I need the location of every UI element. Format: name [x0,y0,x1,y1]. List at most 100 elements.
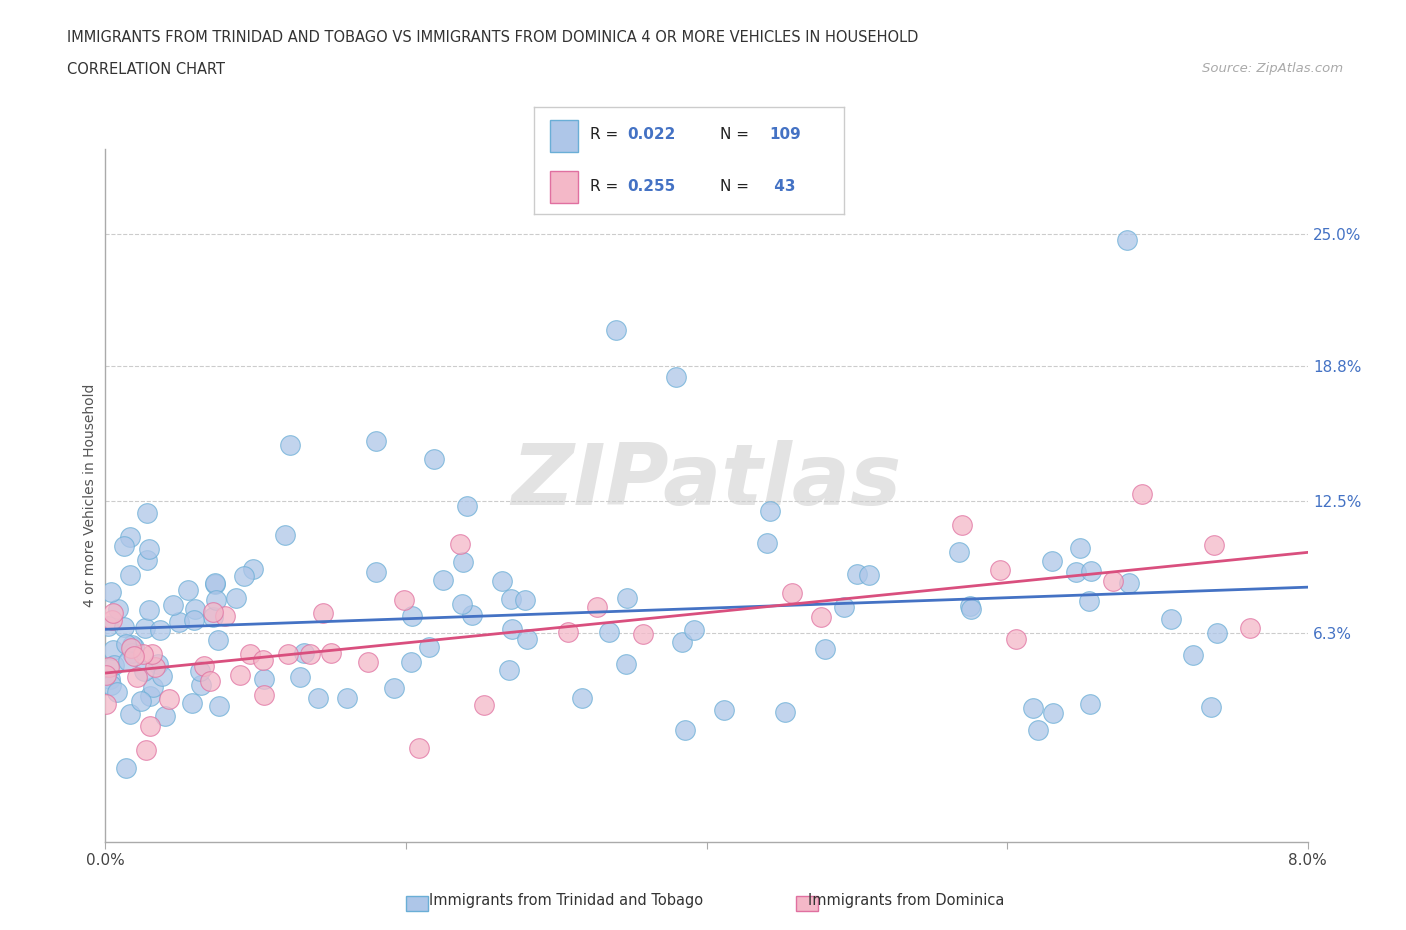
Point [499,592,522,607]
Point [176,583,198,598]
Point [616,591,638,605]
Text: CORRELATION CHART: CORRELATION CHART [67,62,225,77]
Point [149,623,172,638]
Point [97,659,120,674]
Text: 109: 109 [769,127,801,142]
Point [100,678,122,693]
Point [143,659,166,674]
Point [253,671,276,686]
Point [208,698,231,713]
Point [274,527,297,542]
Point [598,624,620,639]
Point [948,544,970,559]
Point [366,565,388,579]
Text: Immigrants from Trinidad and Tobago: Immigrants from Trinidad and Tobago [429,893,703,908]
Point [673,723,696,737]
Point [139,719,162,734]
Point [665,369,688,384]
Point [364,433,387,448]
Point [202,609,225,624]
Point [150,669,173,684]
Point [112,538,135,553]
Point [96,697,118,711]
Point [408,740,430,755]
Point [1040,553,1063,568]
Point [1042,706,1064,721]
Point [432,573,454,588]
Point [299,646,322,661]
Text: ZIPatlas: ZIPatlas [512,440,901,523]
Point [229,668,252,683]
Point [1026,723,1049,737]
Point [1064,565,1087,579]
Point [183,612,205,627]
Point [193,658,215,673]
Point [103,658,125,672]
Point [277,646,299,661]
Point [125,669,148,684]
Point [290,670,312,684]
Point [107,602,129,617]
Text: Immigrants from Dominica: Immigrants from Dominica [808,893,1005,908]
Point [382,680,405,695]
Point [252,687,274,702]
Point [1080,564,1102,578]
Point [759,503,782,518]
Point [101,613,124,628]
Point [142,680,165,695]
Text: 43: 43 [769,179,796,193]
Text: 0.022: 0.022 [627,127,675,142]
Point [204,576,226,591]
Text: 0.255: 0.255 [627,179,675,193]
Point [1160,612,1182,627]
Point [96,667,118,682]
Text: R =: R = [591,179,623,193]
Point [1004,631,1026,646]
Point [491,573,513,588]
Point [1181,648,1204,663]
Point [307,690,329,705]
Text: R =: R = [591,127,623,142]
Point [616,657,638,671]
Point [1130,486,1153,501]
Point [1118,576,1140,591]
Point [782,585,804,600]
Point [423,451,446,466]
Point [950,517,973,532]
Point [605,323,627,338]
Point [336,690,359,705]
Point [153,709,176,724]
Point [451,597,474,612]
Point [755,536,778,551]
Point [136,552,159,567]
Point [207,632,229,647]
Point [557,624,579,639]
Point [498,662,520,677]
Point [122,640,145,655]
Point [132,664,155,679]
Point [118,529,141,544]
Point [832,600,855,615]
Point [671,634,693,649]
Point [97,618,120,633]
Point [131,694,153,709]
Point [202,604,225,619]
Point [115,637,138,652]
Point [122,649,145,664]
Text: N =: N = [720,179,754,193]
Point [501,621,523,636]
Bar [796,896,818,911]
Point [713,702,735,717]
Point [121,646,143,661]
Point [1021,700,1043,715]
Point [399,655,422,670]
Point [118,707,141,722]
Point [449,537,471,551]
Point [184,602,207,617]
Bar [406,896,427,911]
Point [1078,697,1101,711]
Point [118,567,141,582]
Point [188,664,211,679]
Point [141,646,163,661]
Point [814,642,837,657]
